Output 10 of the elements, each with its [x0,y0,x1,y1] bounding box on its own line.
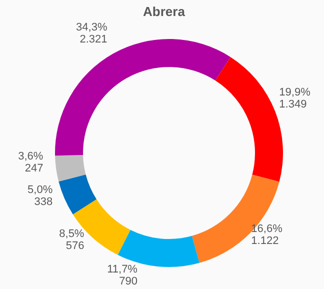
data-label: 11,7% 790 [107,263,138,288]
data-label: 3,6% 247 [18,150,44,175]
data-label: 8,5% 576 [59,228,84,252]
donut-slice [55,154,86,182]
chart-title: Abrera [143,4,186,19]
data-label: 34,3% 2.321 [76,21,108,46]
donut-slice [58,174,97,214]
data-label: 16,6% 1.122 [251,222,283,247]
data-label: 5,0% 338 [28,184,53,208]
data-label: 19,9% 1.349 [279,86,311,110]
